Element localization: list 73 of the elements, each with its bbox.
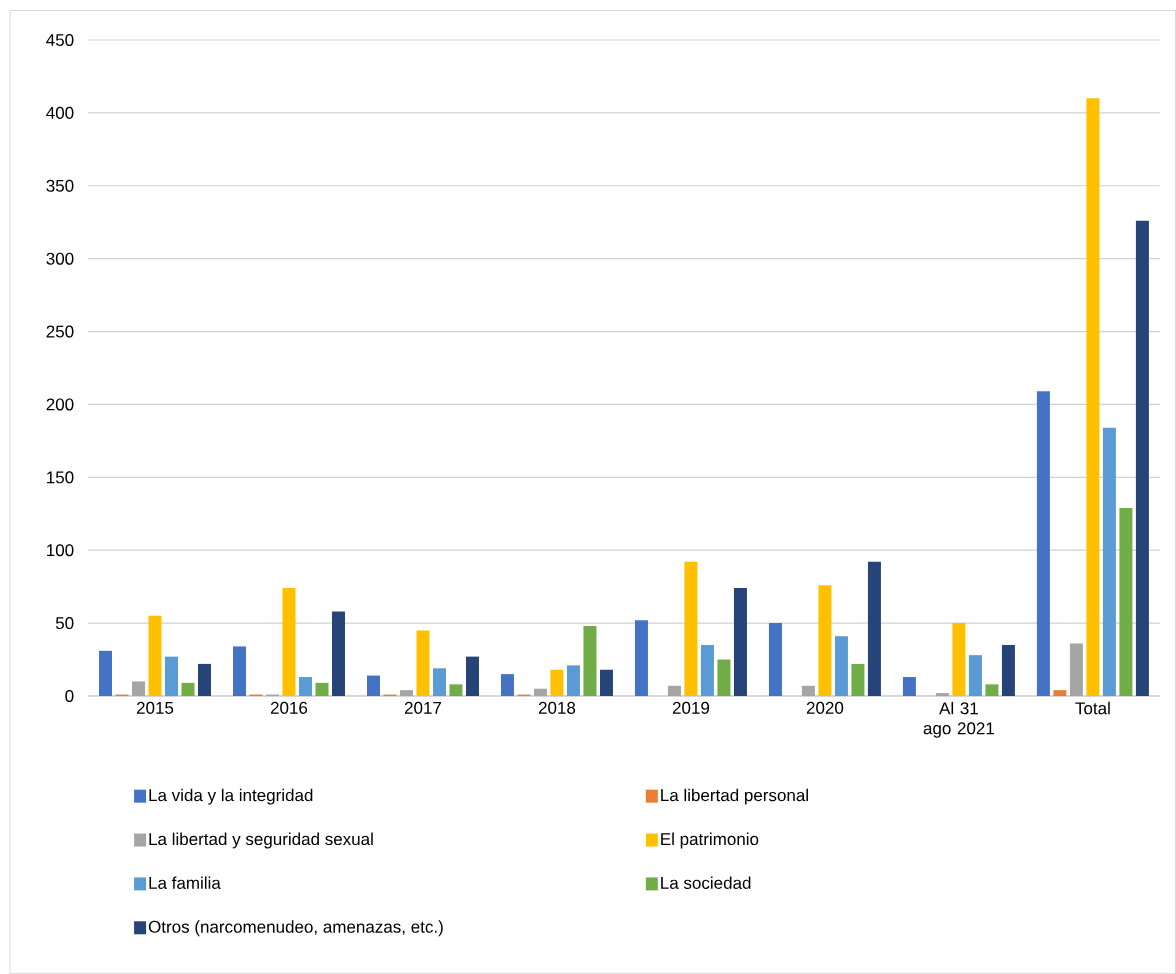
bar [684,561,698,696]
legend-label: La sociedad [661,876,751,889]
bar [985,684,999,696]
bar [733,588,747,696]
legend-label: La libertad y seguridad sexual [149,832,373,849]
bar [432,668,446,696]
y-tick-label: 50 [55,617,74,630]
bar [298,677,312,696]
legend-label: La libertad personal [661,788,808,805]
y-tick-label: 100 [47,544,74,557]
bar [1135,220,1149,696]
x-tick-label: Total [1075,701,1110,715]
x-tick-label: Al 31 ago 2021 [923,701,994,738]
bar [851,663,865,696]
bar [416,630,430,696]
bar [1036,391,1050,696]
bar [566,665,580,696]
bar [449,684,463,696]
y-tick-label: 350 [46,179,74,192]
bar [717,659,731,696]
bar [1001,644,1015,696]
x-tick-label: 2015 [136,701,174,714]
bar [399,690,413,696]
bar [165,656,178,696]
bar [1119,507,1133,696]
bar [1069,643,1083,696]
bar [768,623,782,696]
bar [818,585,832,696]
x-tick-label: 2017 [404,701,442,714]
bar [181,682,195,696]
bar [331,611,345,696]
bar [700,644,714,696]
bar [1086,98,1100,696]
bar [634,620,648,696]
bar [132,681,145,696]
bar [198,663,211,696]
legend-label: La vida y la integridad [149,788,313,805]
legend-label: Otros (narcomenudeo, amenazas, etc.) [148,920,443,937]
bar [315,682,329,696]
bar [834,636,848,696]
bar [968,655,982,696]
x-tick-label: 2019 [672,701,710,714]
y-tick-label: 250 [46,325,74,338]
x-tick-label: 2020 [806,701,844,714]
bar [1102,427,1116,696]
bar [667,685,681,696]
y-tick-label: 400 [46,106,74,119]
bar [533,688,547,696]
bar [583,626,597,696]
y-tick-label: 300 [46,252,74,265]
x-tick-label: 2018 [538,701,576,714]
y-tick-label: 150 [47,471,74,484]
y-tick-label: 450 [46,33,74,47]
bar [99,650,112,696]
bar [465,656,479,696]
bar [801,685,815,696]
bar [550,669,564,696]
bar [902,677,916,696]
bar [867,561,881,696]
bar [599,669,613,696]
bar [282,588,296,696]
bar [1053,690,1067,696]
bar [232,646,246,696]
y-tick-label: 200 [46,398,74,411]
legend-label: La familia [149,876,221,889]
bar [500,674,514,696]
legend-label: El patrimonio [661,832,759,849]
bar [148,615,162,696]
y-tick-label: 0 [65,689,74,703]
bar [952,623,966,696]
bar [366,675,380,696]
x-tick-label: 2016 [270,701,308,714]
bar [935,693,949,696]
